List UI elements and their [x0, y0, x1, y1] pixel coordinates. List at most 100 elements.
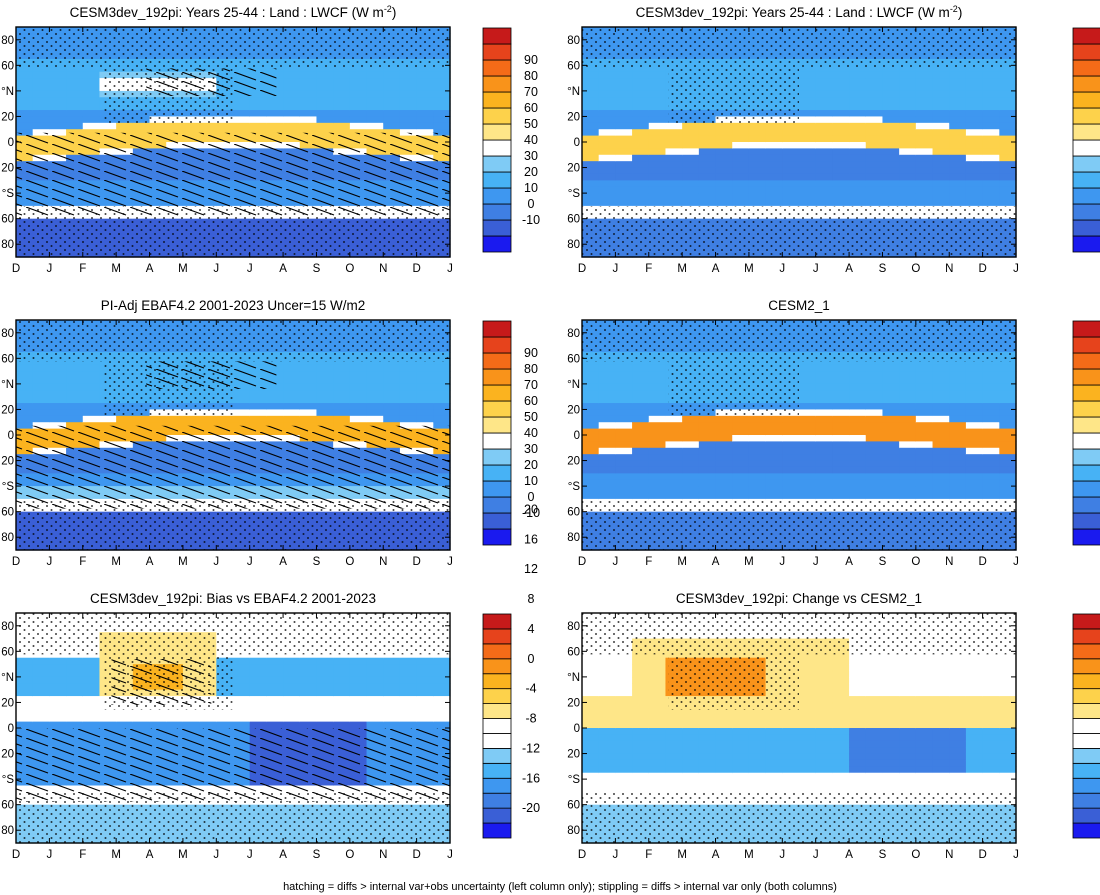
heatmap-cell	[949, 454, 967, 462]
heatmap-cell	[82, 670, 101, 678]
heatmap-cell	[32, 651, 50, 659]
heatmap-cell	[815, 199, 833, 207]
heatmap-cell	[598, 447, 616, 455]
heatmap-cell	[965, 441, 984, 449]
heatmap-cell	[665, 447, 683, 455]
heatmap-cell	[615, 460, 633, 468]
heatmap-cell	[615, 142, 633, 149]
colorbar-bin	[1072, 400, 1100, 418]
heatmap-cell	[149, 422, 167, 430]
heatmap-cell	[16, 383, 34, 391]
heatmap-cell	[16, 721, 34, 729]
heatmap-cell	[915, 486, 934, 494]
heatmap-cell	[682, 186, 700, 194]
heatmap-cell	[632, 415, 650, 423]
heatmap-cell	[299, 364, 318, 372]
heatmap-cell	[915, 199, 934, 207]
heatmap-cell	[82, 103, 101, 111]
heatmap-cell	[865, 65, 884, 73]
heatmap-cell	[965, 492, 984, 500]
heatmap-cell	[598, 129, 616, 137]
heatmap-cell	[849, 447, 867, 455]
heatmap-cell	[832, 110, 850, 118]
heatmap-cell	[383, 683, 401, 691]
heatmap-cell	[849, 396, 867, 404]
heatmap-cell	[283, 364, 301, 372]
heatmap-cell	[899, 403, 917, 411]
heatmap-cell	[999, 103, 1017, 111]
heatmap-cell	[598, 492, 616, 500]
heatmap-cell	[832, 97, 850, 105]
heatmap-cell	[249, 403, 267, 411]
heatmap-cell	[299, 110, 318, 118]
y-tick-label: 20	[567, 163, 580, 175]
heatmap-cell	[632, 473, 650, 481]
heatmap-cell	[832, 193, 850, 201]
colorbar-label: 60	[524, 394, 538, 408]
x-tick-label: J	[779, 263, 785, 275]
heatmap-cell	[715, 167, 733, 175]
heatmap-cell	[849, 193, 867, 201]
heatmap-cell	[965, 460, 984, 468]
y-tick-label: 20	[1, 404, 14, 416]
heatmap-cell	[349, 422, 368, 430]
heatmap-cell	[433, 422, 451, 430]
heatmap-cell	[982, 161, 1000, 169]
heatmap-cell	[82, 65, 101, 73]
heatmap-cell	[698, 180, 717, 188]
heatmap-cell	[715, 173, 733, 181]
heatmap-cell	[266, 651, 284, 659]
heatmap-cell	[615, 154, 633, 162]
heatmap-cell	[932, 186, 950, 194]
heatmap-cell	[799, 122, 817, 130]
heatmap-cell	[865, 390, 884, 398]
heatmap-cell	[598, 377, 616, 385]
heatmap-cell	[16, 122, 34, 130]
heatmap-cell	[582, 403, 600, 411]
heatmap-cell	[899, 135, 917, 143]
heatmap-cell	[832, 135, 850, 143]
heatmap-cell	[999, 199, 1017, 207]
heatmap-cell	[316, 84, 334, 92]
heatmap-cell	[299, 396, 318, 404]
heatmap-cell	[66, 683, 84, 691]
heatmap-cell	[433, 78, 451, 86]
heatmap-cell	[349, 377, 368, 385]
heatmap-cell	[615, 65, 633, 73]
heatmap-cell	[715, 154, 733, 162]
heatmap-cell	[799, 78, 817, 86]
heatmap-cell	[865, 486, 884, 494]
heatmap-cell	[416, 364, 434, 372]
colorbar-label: 0	[528, 197, 535, 211]
heatmap-cell	[632, 129, 650, 137]
heatmap-cell	[949, 154, 967, 162]
heatmap-cell	[698, 441, 717, 449]
heatmap-cell	[615, 422, 633, 430]
heatmap-cell	[748, 466, 767, 474]
heatmap-cell	[965, 390, 984, 398]
heatmap-cell	[632, 454, 650, 462]
heatmap-cell	[132, 422, 151, 430]
x-tick-label: J	[447, 556, 453, 568]
heatmap-cell	[949, 364, 967, 372]
heatmap-cell	[383, 670, 401, 678]
heatmap-cell	[765, 479, 783, 487]
heatmap-cell	[648, 409, 667, 417]
stippling	[668, 361, 799, 417]
heatmap-cell	[915, 377, 934, 385]
heatmap-cell	[333, 78, 351, 86]
heatmap-cell	[999, 97, 1017, 105]
heatmap-cell	[598, 460, 616, 468]
heatmap-cell	[32, 683, 50, 691]
heatmap-cell	[932, 142, 950, 149]
heatmap-cell	[82, 122, 101, 130]
heatmap-cell	[266, 670, 284, 678]
heatmap-cell	[233, 670, 251, 678]
heatmap-cell	[399, 664, 418, 672]
heatmap-cell	[949, 129, 967, 137]
heatmap-cell	[299, 377, 318, 385]
heatmap-cell	[182, 715, 201, 723]
heatmap-cell	[882, 199, 900, 207]
heatmap-cell	[999, 460, 1017, 468]
heatmap-cell	[598, 422, 616, 430]
